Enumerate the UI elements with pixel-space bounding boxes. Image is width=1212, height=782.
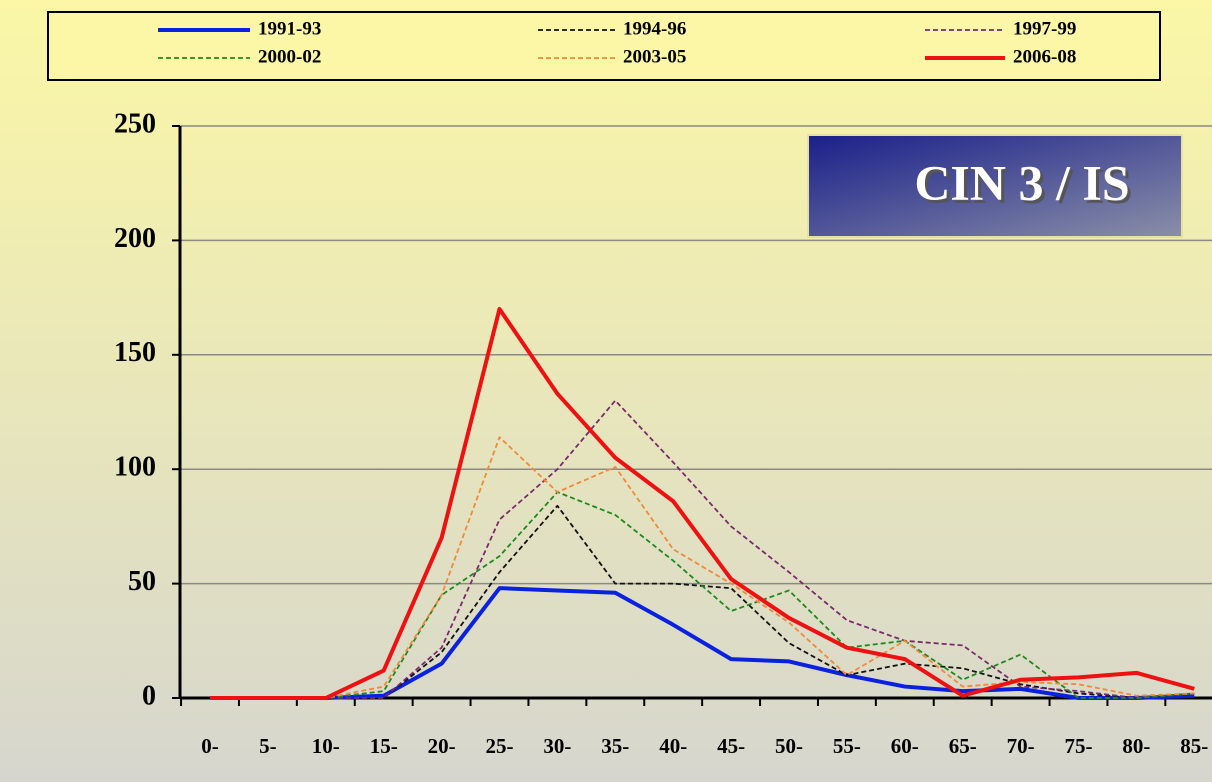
y-tick-label: 0 bbox=[142, 680, 156, 711]
series-line bbox=[210, 399, 1195, 699]
legend-label: 1994-96 bbox=[623, 18, 686, 39]
annotation-box bbox=[807, 134, 1183, 238]
y-tick-label: 50 bbox=[128, 566, 156, 597]
x-tick-label: 30- bbox=[543, 734, 571, 758]
x-tick-label: 25- bbox=[486, 734, 514, 758]
x-tick-label: 40- bbox=[659, 734, 687, 758]
x-tick-label: 55- bbox=[833, 734, 861, 758]
legend-label: 2000-02 bbox=[258, 46, 321, 67]
annotation: CIN 3 / IS bbox=[914, 154, 1129, 210]
x-tick-label: 15- bbox=[370, 734, 398, 758]
x-tick-label: 85- bbox=[1180, 734, 1208, 758]
series-line bbox=[210, 436, 1195, 699]
x-tick-label: 80- bbox=[1122, 734, 1150, 758]
x-tick-label: 60- bbox=[891, 734, 919, 758]
y-tick-label: 200 bbox=[114, 223, 156, 254]
series-line bbox=[210, 586, 1195, 700]
annotation-shadow: CIN 3 / IS bbox=[917, 157, 1132, 213]
series-line bbox=[210, 491, 1195, 699]
x-tick-label: 50- bbox=[775, 734, 803, 758]
x-tick-label: 45- bbox=[717, 734, 745, 758]
x-tick-label: 65- bbox=[949, 734, 977, 758]
x-tick-label: 20- bbox=[428, 734, 456, 758]
x-tick-label: 10- bbox=[312, 734, 340, 758]
x-tick-label: 35- bbox=[601, 734, 629, 758]
x-tick-label: 75- bbox=[1065, 734, 1093, 758]
x-tick-label: 0- bbox=[201, 734, 219, 758]
legend-label: 2003-05 bbox=[623, 46, 686, 67]
y-tick-label: 250 bbox=[114, 108, 156, 139]
y-tick-label: 150 bbox=[114, 337, 156, 368]
legend-label: 1997-99 bbox=[1013, 18, 1076, 39]
x-tick-label: 70- bbox=[1007, 734, 1035, 758]
series-line bbox=[210, 307, 1195, 700]
x-tick-label: 5- bbox=[259, 734, 277, 758]
legend-label: 2006-08 bbox=[1013, 46, 1076, 67]
legend-label: 1991-93 bbox=[258, 18, 321, 39]
legend-box bbox=[47, 11, 1161, 81]
y-tick-label: 100 bbox=[114, 452, 156, 483]
